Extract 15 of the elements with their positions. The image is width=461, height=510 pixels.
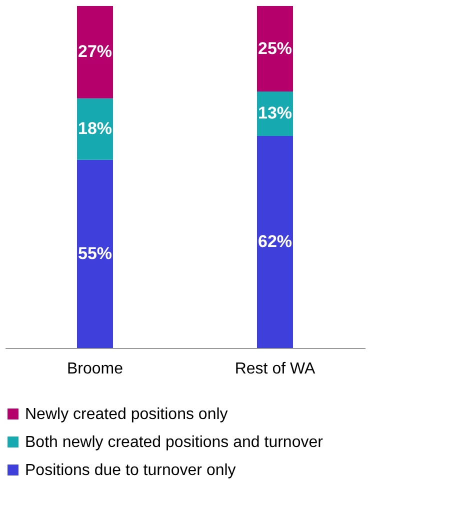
bar [77,160,113,348]
data-label: 25% [258,38,292,58]
data-label: 13% [258,104,292,123]
legend-label: Newly created positions only [25,406,228,423]
data-label: 62% [258,232,292,251]
x-tick-label: Broome [66,360,124,378]
data-label: 55% [78,244,112,263]
legend-label: Both newly created positions and turnover [25,434,324,451]
bar [257,6,293,92]
bar [257,136,293,348]
x-tick-label: Rest of WA [234,360,316,378]
data-label: 18% [78,119,112,138]
bar [77,6,113,98]
data-label: 27% [78,42,112,62]
legend-label: Positions due to turnover only [25,462,236,479]
